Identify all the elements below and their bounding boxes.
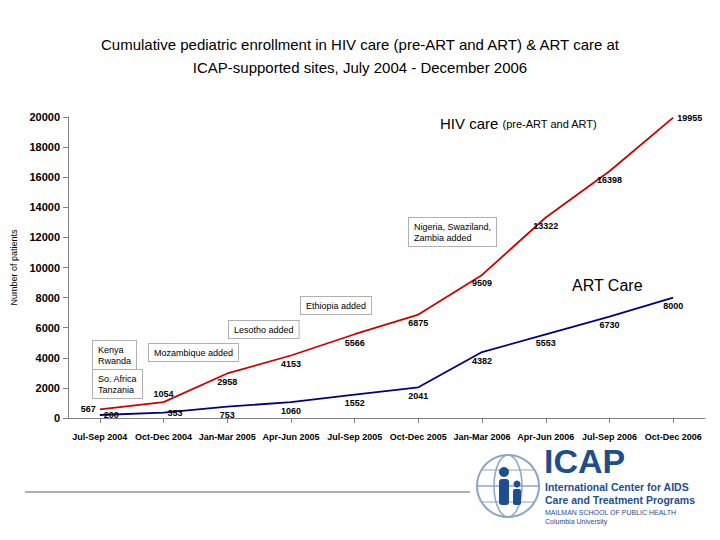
svg-text:Jul-Sep 2004: Jul-Sep 2004 <box>72 432 127 442</box>
svg-text:Apr-Jun 2006: Apr-Jun 2006 <box>517 432 574 442</box>
svg-text:1060: 1060 <box>281 406 301 416</box>
svg-text:ART Care: ART Care <box>572 277 643 294</box>
svg-text:753: 753 <box>220 410 235 420</box>
svg-text:HIV care: HIV care <box>440 115 503 132</box>
svg-text:Jul-Sep 2006: Jul-Sep 2006 <box>582 432 637 442</box>
svg-text:6730: 6730 <box>599 320 619 330</box>
svg-text:6875: 6875 <box>408 318 428 328</box>
svg-text:2000: 2000 <box>36 382 60 394</box>
svg-text:8000: 8000 <box>36 292 60 304</box>
svg-text:Cumulative pediatric enrollmen: Cumulative pediatric enrollment in HIV c… <box>101 36 620 53</box>
svg-text:9509: 9509 <box>472 278 492 288</box>
svg-text:(pre-ART and ART): (pre-ART and ART) <box>503 118 597 130</box>
svg-text:So. Africa: So. Africa <box>98 374 137 384</box>
svg-text:353: 353 <box>168 408 183 418</box>
svg-text:International Center for AIDS: International Center for AIDS <box>545 481 689 493</box>
svg-text:Oct-Dec 2004: Oct-Dec 2004 <box>135 432 192 442</box>
svg-text:Jul-Sep 2005: Jul-Sep 2005 <box>327 432 382 442</box>
svg-text:4382: 4382 <box>472 356 492 366</box>
svg-text:Number of patients: Number of patients <box>9 229 19 306</box>
svg-text:1552: 1552 <box>345 398 365 408</box>
svg-text:6000: 6000 <box>36 322 60 334</box>
svg-text:10000: 10000 <box>29 262 60 274</box>
svg-text:16398: 16398 <box>597 175 622 185</box>
svg-text:5553: 5553 <box>536 338 556 348</box>
svg-text:Jan-Mar 2006: Jan-Mar 2006 <box>454 432 511 442</box>
svg-text:Zambia added: Zambia added <box>414 233 472 243</box>
svg-text:2958: 2958 <box>217 377 237 387</box>
svg-text:Rwanda: Rwanda <box>98 356 131 366</box>
svg-text:Oct-Dec 2006: Oct-Dec 2006 <box>645 432 702 442</box>
svg-text:14000: 14000 <box>29 201 60 213</box>
svg-text:Oct-Dec 2005: Oct-Dec 2005 <box>390 432 447 442</box>
svg-text:16000: 16000 <box>29 171 60 183</box>
svg-text:ICAP-supported sites, July 200: ICAP-supported sites, July 2004 - Decemb… <box>193 59 527 76</box>
svg-text:19955: 19955 <box>677 113 702 123</box>
svg-text:Kenya: Kenya <box>98 345 124 355</box>
svg-text:5566: 5566 <box>345 338 365 348</box>
svg-text:20000: 20000 <box>29 111 60 123</box>
svg-text:Columbia University: Columbia University <box>545 518 608 526</box>
svg-text:Care and Treatment Programs: Care and Treatment Programs <box>545 494 695 506</box>
svg-text:1054: 1054 <box>154 389 174 399</box>
svg-text:4153: 4153 <box>281 359 301 369</box>
svg-text:Apr-Jun 2005: Apr-Jun 2005 <box>262 432 319 442</box>
svg-text:4000: 4000 <box>36 352 60 364</box>
svg-text:Ethiopia added: Ethiopia added <box>306 301 366 311</box>
svg-text:Lesotho added: Lesotho added <box>234 325 294 335</box>
svg-text:8000: 8000 <box>663 301 683 311</box>
svg-text:Mozambique added: Mozambique added <box>154 348 233 358</box>
svg-text:Tanzania: Tanzania <box>98 385 134 395</box>
svg-text:2041: 2041 <box>408 391 428 401</box>
svg-text:0: 0 <box>54 412 60 424</box>
svg-text:ICAP: ICAP <box>544 442 625 480</box>
svg-text:18000: 18000 <box>29 141 60 153</box>
svg-text:200: 200 <box>104 410 119 420</box>
svg-text:12000: 12000 <box>29 231 60 243</box>
svg-text:Nigeria, Swaziland,: Nigeria, Swaziland, <box>414 222 491 232</box>
svg-text:MAILMAN SCHOOL OF PUBLIC HEALT: MAILMAN SCHOOL OF PUBLIC HEALTH <box>545 509 676 516</box>
svg-text:13322: 13322 <box>533 221 558 231</box>
svg-text:Jan-Mar 2005: Jan-Mar 2005 <box>199 432 256 442</box>
svg-text:567: 567 <box>81 404 96 414</box>
